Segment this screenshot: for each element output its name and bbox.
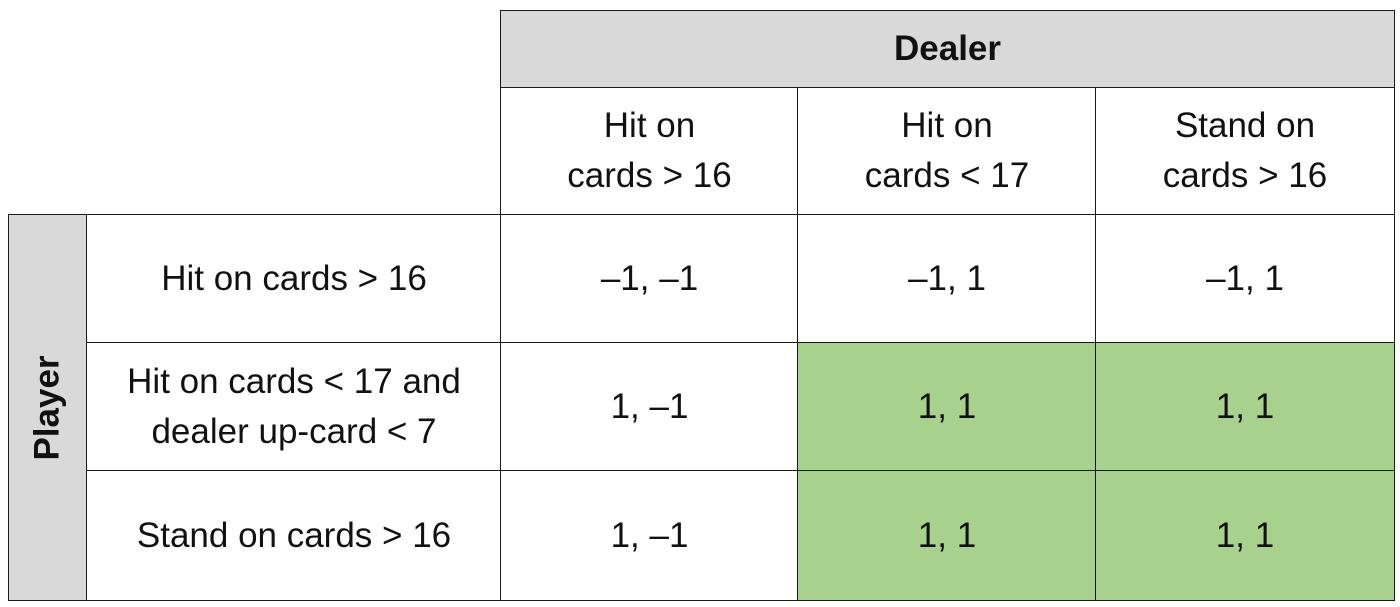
column-header-hit-above-16: Hit on cards > 16 (500, 87, 799, 215)
player-header: Player (8, 214, 88, 601)
payoff-cell: 1, –1 (500, 470, 799, 601)
payoff-cell-highlighted: 1, 1 (797, 470, 1097, 601)
row-header-hit-above-16: Hit on cards > 16 (86, 214, 502, 344)
column-header-hit-below-17: Hit on cards < 17 (797, 87, 1097, 215)
player-header-label: Player (28, 354, 67, 461)
payoff-cell: –1, 1 (797, 214, 1097, 344)
payoff-cell-highlighted: 1, 1 (797, 342, 1097, 472)
row-header-hit-below-17-dealer-upcard-below-7: Hit on cards < 17 and dealer up-card < 7 (86, 342, 502, 472)
payoff-cell: –1, 1 (1095, 214, 1395, 344)
dealer-header: Dealer (500, 10, 1395, 88)
payoff-cell: –1, –1 (500, 214, 799, 344)
payoff-cell: 1, –1 (500, 342, 799, 472)
payoff-cell-highlighted: 1, 1 (1095, 470, 1395, 601)
column-header-stand-above-16: Stand on cards > 16 (1095, 87, 1395, 215)
payoff-cell-highlighted: 1, 1 (1095, 342, 1395, 472)
row-header-stand-above-16: Stand on cards > 16 (86, 470, 502, 601)
